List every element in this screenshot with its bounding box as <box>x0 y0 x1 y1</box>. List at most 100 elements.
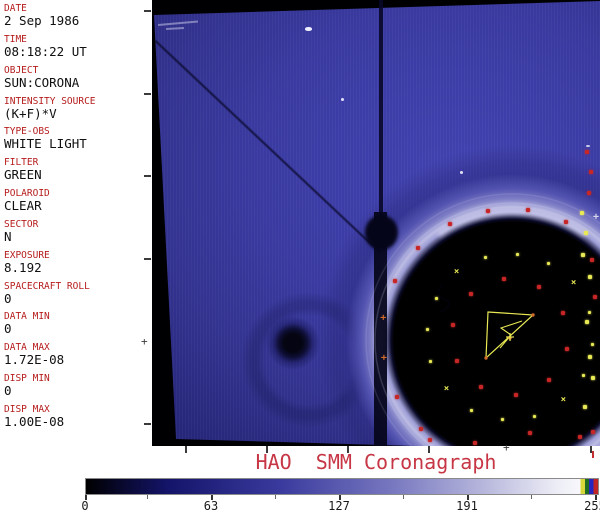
red-outer-ring-dot <box>447 221 452 226</box>
overlay-edge-dot <box>584 231 588 235</box>
metadata-panel: DATE 2 Sep 1986 TIME 08:18:22 UT OBJECT SUN:C… <box>0 0 152 455</box>
red-inner-ring-dot <box>479 385 483 390</box>
overlay-edge-dot <box>593 295 597 299</box>
metadata-value: 8.192 <box>4 259 42 275</box>
colorbar-major-tick <box>467 495 469 500</box>
yellow-dot-ring-dot <box>429 360 433 364</box>
yellow-dot-ring-dot <box>591 342 595 346</box>
metadata-label: DATA MIN <box>4 311 50 323</box>
metadata-label: DATE <box>4 3 27 14</box>
metadata-label: DISP MIN <box>4 373 50 385</box>
overlay-edge-dot <box>473 441 477 445</box>
red-outer-ring-dot <box>485 208 490 213</box>
bottom-axis-tick <box>185 446 187 453</box>
left-axis-plus-tick: + <box>141 335 148 348</box>
metadata-value: CLEAR <box>4 198 42 214</box>
metadata-label: DATA MAX <box>4 342 50 354</box>
colorbar-minor-tick <box>147 495 148 499</box>
overlay-edge-dot <box>581 253 585 257</box>
polygon-vertex-dot <box>484 356 488 360</box>
occulter-pylon-arm <box>379 0 383 218</box>
yellow-dot-ring-dot <box>501 418 505 422</box>
metadata-value: WHITE LIGHT <box>4 136 87 152</box>
metadata-field-spacecraft-roll: SPACECRAFT ROLL 0 <box>0 281 152 312</box>
overlay-edge-dot <box>580 211 584 215</box>
bright-speck <box>586 145 590 147</box>
yellow-dot-ring-dot <box>546 261 550 265</box>
image-title: HAO SMM Coronagraph <box>255 450 497 474</box>
red-inner-ring-dot <box>564 347 569 352</box>
occulter-pylon <box>374 212 387 446</box>
left-axis-tick <box>144 423 151 425</box>
left-axis-tick <box>144 258 151 260</box>
coronagraph-image: + + × × × × + <box>152 0 600 446</box>
colorbar-major-tick <box>85 495 87 500</box>
metadata-field-type-obs: TYPE-OBS WHITE LIGHT <box>0 126 152 157</box>
yellow-dot-ring-dot <box>470 409 474 413</box>
metadata-field-exposure: EXPOSURE 8.192 <box>0 250 152 281</box>
overlay-edge-dot <box>591 376 595 380</box>
pointing-overlay <box>365 193 600 446</box>
yellow-dot-ring-dot <box>434 297 438 301</box>
red-outer-ring-dot <box>392 278 397 283</box>
colorbar-tick-label: 0 <box>81 499 89 512</box>
metadata-field-date: DATE 2 Sep 1986 <box>0 3 152 34</box>
metadata-value: 1.00E-08 <box>4 413 65 429</box>
metadata-value: SUN:CORONA <box>4 74 80 90</box>
colorbar-minor-tick <box>531 495 532 499</box>
metadata-label: DISP MAX <box>4 403 50 415</box>
red-inner-ring-dot <box>451 322 456 327</box>
colorbar-major-tick <box>595 495 597 500</box>
metadata-field-data-min: DATA MIN 0 <box>0 311 152 342</box>
yellow-dot-ring-dot <box>425 328 429 332</box>
bright-speck <box>341 98 344 101</box>
red-inner-ring-dot <box>501 277 506 282</box>
yellow-dot-ring-dot <box>533 414 537 418</box>
red-inner-ring-dot <box>514 392 519 397</box>
yellow-dot-ring-x-mark: × <box>560 394 567 405</box>
overlay-edge-dot <box>428 438 432 442</box>
bright-speck <box>460 171 463 174</box>
metadata-label: SPACECRAFT ROLL <box>4 280 90 292</box>
colorbar-max-indicator <box>592 451 594 458</box>
metadata-value: 0 <box>4 290 12 306</box>
metadata-field-filter: FILTER GREEN <box>0 157 152 188</box>
red-inner-ring-dot <box>546 378 551 383</box>
red-outer-ring-plus-mark: + <box>380 312 387 324</box>
metadata-label: SECTOR <box>4 218 39 230</box>
metadata-label: EXPOSURE <box>4 249 50 261</box>
metadata-label: TIME <box>4 33 27 45</box>
metadata-field-sector: SECTOR N <box>0 219 152 250</box>
overlay-edge-dot <box>591 430 595 434</box>
bright-speck <box>305 27 312 31</box>
yellow-dot-ring-dot <box>515 252 519 256</box>
red-inner-ring-dot <box>560 311 565 316</box>
left-axis-tick <box>144 93 151 95</box>
bottom-axis-tick <box>347 446 349 453</box>
colorbar-tick-label: 191 <box>456 499 478 512</box>
left-axis-tick <box>144 175 151 177</box>
metadata-value: 0 <box>4 383 12 399</box>
frame-plus-mark: + <box>592 211 600 223</box>
red-outer-ring-dot <box>564 219 569 224</box>
occulter-pylon-knob <box>365 215 398 250</box>
yellow-dot-ring-x-mark: × <box>570 277 577 288</box>
bottom-axis-tick <box>428 446 430 453</box>
overlay-edge-dot <box>588 355 592 359</box>
overlay-edge-dot <box>588 275 592 279</box>
red-outer-ring-dot <box>415 246 420 251</box>
overlay-edge-dot <box>578 435 582 439</box>
colorbar-major-tick <box>211 495 213 500</box>
metadata-label: TYPE-OBS <box>4 126 50 138</box>
red-outer-ring-dot <box>394 395 399 400</box>
overlay-edge-dot <box>589 170 593 174</box>
region-polygon-inner <box>499 320 523 349</box>
red-outer-ring-dot <box>419 427 424 432</box>
yellow-dot-ring-dot <box>483 256 487 260</box>
colorbar-tick-label: 63 <box>203 499 219 512</box>
metadata-label: FILTER <box>4 157 39 169</box>
red-outer-ring-dot <box>525 208 530 213</box>
metadata-field-time: TIME 08:18:22 UT <box>0 34 152 65</box>
left-axis-tick <box>144 10 151 12</box>
